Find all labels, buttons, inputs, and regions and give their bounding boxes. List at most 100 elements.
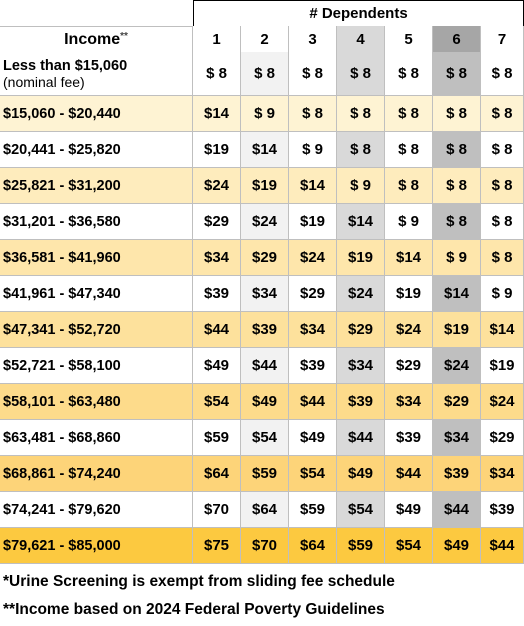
fee-cell: $39 bbox=[433, 456, 481, 492]
income-cell: $58,101 - $63,480 bbox=[0, 384, 193, 420]
fee-cell: $ 9 bbox=[289, 132, 337, 168]
fee-cell: $14 bbox=[193, 96, 241, 132]
fee-cell: $29 bbox=[385, 348, 433, 384]
fee-cell: $ 8 bbox=[433, 96, 481, 132]
income-range: $15,060 - $20,440 bbox=[3, 105, 121, 122]
fee-cell: $29 bbox=[337, 312, 385, 348]
fee-cell: $14 bbox=[337, 204, 385, 240]
fee-cell: $44 bbox=[337, 420, 385, 456]
income-header: Income ** bbox=[0, 26, 193, 53]
fee-cell: $54 bbox=[337, 492, 385, 528]
fee-cell: $ 8 bbox=[481, 240, 524, 276]
fee-cell: $39 bbox=[337, 384, 385, 420]
income-cell: $52,721 - $58,100 bbox=[0, 348, 193, 384]
fee-cell: $29 bbox=[241, 240, 289, 276]
fee-cell: $ 8 bbox=[337, 52, 385, 96]
fee-cell: $49 bbox=[193, 348, 241, 384]
income-range: Less than $15,060 bbox=[3, 57, 128, 74]
fee-cell: $34 bbox=[433, 420, 481, 456]
fee-cell: $44 bbox=[433, 492, 481, 528]
fee-cell: $59 bbox=[337, 528, 385, 564]
income-cell: $41,961 - $47,340 bbox=[0, 276, 193, 312]
column-header: 2 bbox=[241, 26, 289, 53]
fee-cell: $75 bbox=[193, 528, 241, 564]
column-header: 5 bbox=[385, 26, 433, 53]
fee-cell: $ 9 bbox=[481, 276, 524, 312]
fee-cell: $29 bbox=[433, 384, 481, 420]
fee-cell: $ 8 bbox=[385, 168, 433, 204]
fee-cell: $34 bbox=[193, 240, 241, 276]
income-range: $63,481 - $68,860 bbox=[3, 429, 121, 446]
fee-cell: $34 bbox=[385, 384, 433, 420]
fee-cell: $24 bbox=[433, 348, 481, 384]
income-range: $20,441 - $25,820 bbox=[3, 141, 121, 158]
fee-cell: $70 bbox=[241, 528, 289, 564]
income-range: $58,101 - $63,480 bbox=[3, 393, 121, 410]
fee-cell: $19 bbox=[337, 240, 385, 276]
fee-cell: $34 bbox=[241, 276, 289, 312]
column-header: 3 bbox=[289, 26, 337, 53]
fee-cell: $ 8 bbox=[289, 52, 337, 96]
fee-cell: $14 bbox=[289, 168, 337, 204]
fee-cell: $44 bbox=[193, 312, 241, 348]
fee-cell: $ 8 bbox=[481, 96, 524, 132]
income-note-mark: ** bbox=[120, 31, 128, 42]
fee-cell: $24 bbox=[481, 384, 524, 420]
column-header: 4 bbox=[337, 26, 385, 53]
fee-cell: $ 8 bbox=[241, 52, 289, 96]
fee-cell: $ 8 bbox=[433, 204, 481, 240]
fee-cell: $ 8 bbox=[385, 96, 433, 132]
fee-cell: $ 8 bbox=[433, 168, 481, 204]
fee-cell: $ 9 bbox=[241, 96, 289, 132]
footnote: *Urine Screening is exempt from sliding … bbox=[3, 573, 395, 590]
income-sub: (nominal fee) bbox=[3, 73, 85, 90]
fee-cell: $39 bbox=[193, 276, 241, 312]
fee-cell: $ 8 bbox=[433, 52, 481, 96]
income-cell: $36,581 - $41,960 bbox=[0, 240, 193, 276]
fee-cell: $ 9 bbox=[385, 204, 433, 240]
fee-cell: $19 bbox=[289, 204, 337, 240]
fee-cell: $54 bbox=[385, 528, 433, 564]
fee-cell: $19 bbox=[241, 168, 289, 204]
fee-cell: $59 bbox=[193, 420, 241, 456]
fee-cell: $59 bbox=[289, 492, 337, 528]
fee-cell: $44 bbox=[385, 456, 433, 492]
fee-cell: $64 bbox=[193, 456, 241, 492]
income-cell: $31,201 - $36,580 bbox=[0, 204, 193, 240]
fee-cell: $ 8 bbox=[385, 132, 433, 168]
fee-cell: $ 8 bbox=[385, 52, 433, 96]
fee-cell: $ 9 bbox=[433, 240, 481, 276]
fee-cell: $44 bbox=[289, 384, 337, 420]
column-header: 6 bbox=[433, 26, 481, 53]
fee-cell: $19 bbox=[481, 348, 524, 384]
income-range: $79,621 - $85,000 bbox=[3, 537, 121, 554]
fee-cell: $ 8 bbox=[193, 52, 241, 96]
fee-cell: $24 bbox=[385, 312, 433, 348]
income-cell: $68,861 - $74,240 bbox=[0, 456, 193, 492]
income-cell: $25,821 - $31,200 bbox=[0, 168, 193, 204]
fee-cell: $54 bbox=[193, 384, 241, 420]
fee-cell: $34 bbox=[289, 312, 337, 348]
fee-cell: $59 bbox=[241, 456, 289, 492]
income-cell: $15,060 - $20,440 bbox=[0, 96, 193, 132]
fee-cell: $64 bbox=[241, 492, 289, 528]
fee-cell: $29 bbox=[289, 276, 337, 312]
income-label: Income bbox=[64, 30, 121, 48]
fee-cell: $19 bbox=[385, 276, 433, 312]
fee-cell: $ 8 bbox=[337, 96, 385, 132]
fee-cell: $24 bbox=[289, 240, 337, 276]
fee-cell: $ 8 bbox=[481, 204, 524, 240]
income-range: $41,961 - $47,340 bbox=[3, 285, 121, 302]
income-cell: $74,241 - $79,620 bbox=[0, 492, 193, 528]
income-range: $47,341 - $52,720 bbox=[3, 321, 121, 338]
fee-cell: $14 bbox=[241, 132, 289, 168]
fee-cell: $29 bbox=[193, 204, 241, 240]
fee-cell: $49 bbox=[241, 384, 289, 420]
income-cell: $63,481 - $68,860 bbox=[0, 420, 193, 456]
fee-cell: $54 bbox=[241, 420, 289, 456]
fee-cell: $24 bbox=[241, 204, 289, 240]
footnote: **Income based on 2024 Federal Poverty G… bbox=[3, 601, 385, 618]
group-header: # Dependents bbox=[193, 0, 524, 27]
income-cell: $79,621 - $85,000 bbox=[0, 528, 193, 564]
column-header: 1 bbox=[193, 26, 241, 53]
